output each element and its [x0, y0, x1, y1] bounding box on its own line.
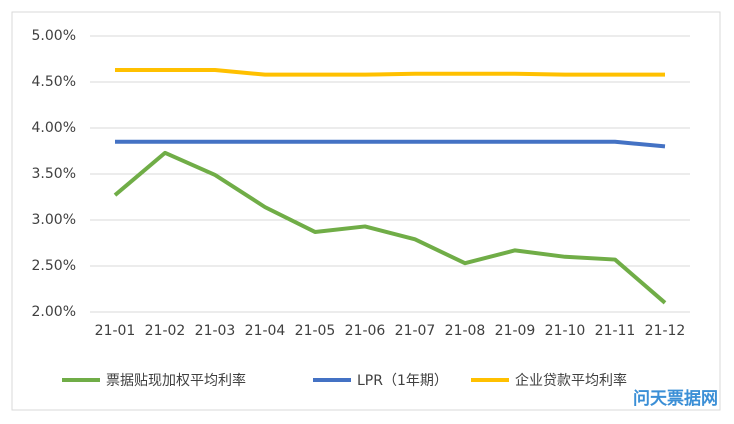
- x-tick-label: 21-09: [495, 323, 536, 339]
- x-tick-label: 21-12: [645, 323, 686, 339]
- x-tick-label: 21-06: [345, 323, 386, 339]
- legend-label: 企业贷款平均利率: [515, 372, 627, 389]
- y-tick-label: 2.50%: [32, 258, 76, 274]
- x-tick-label: 21-10: [545, 323, 586, 339]
- y-tick-label: 5.00%: [32, 28, 76, 44]
- series-line: [115, 139, 666, 149]
- series-line: [113, 150, 667, 305]
- series-line: [115, 68, 665, 77]
- y-tick-label: 4.50%: [32, 74, 76, 90]
- legend-label: LPR（1年期）: [357, 373, 448, 389]
- x-tick-label: 21-05: [295, 323, 336, 339]
- x-tick-label: 21-08: [445, 323, 486, 339]
- chart-border: [11, 11, 721, 411]
- legend-label: 票据贴现加权平均利率: [106, 372, 246, 389]
- watermark: 问天票据网: [633, 388, 718, 409]
- x-tick-label: 21-02: [145, 323, 186, 339]
- y-tick-label: 3.00%: [32, 212, 76, 228]
- x-tick-label: 21-07: [395, 323, 436, 339]
- y-tick-label: 3.50%: [32, 166, 76, 182]
- x-tick-label: 21-03: [195, 323, 236, 339]
- y-tick-label: 4.00%: [32, 120, 76, 136]
- x-tick-label: 21-01: [95, 323, 136, 339]
- y-tick-label: 2.00%: [32, 304, 76, 320]
- x-tick-label: 21-11: [595, 323, 636, 339]
- x-tick-label: 21-04: [245, 323, 286, 339]
